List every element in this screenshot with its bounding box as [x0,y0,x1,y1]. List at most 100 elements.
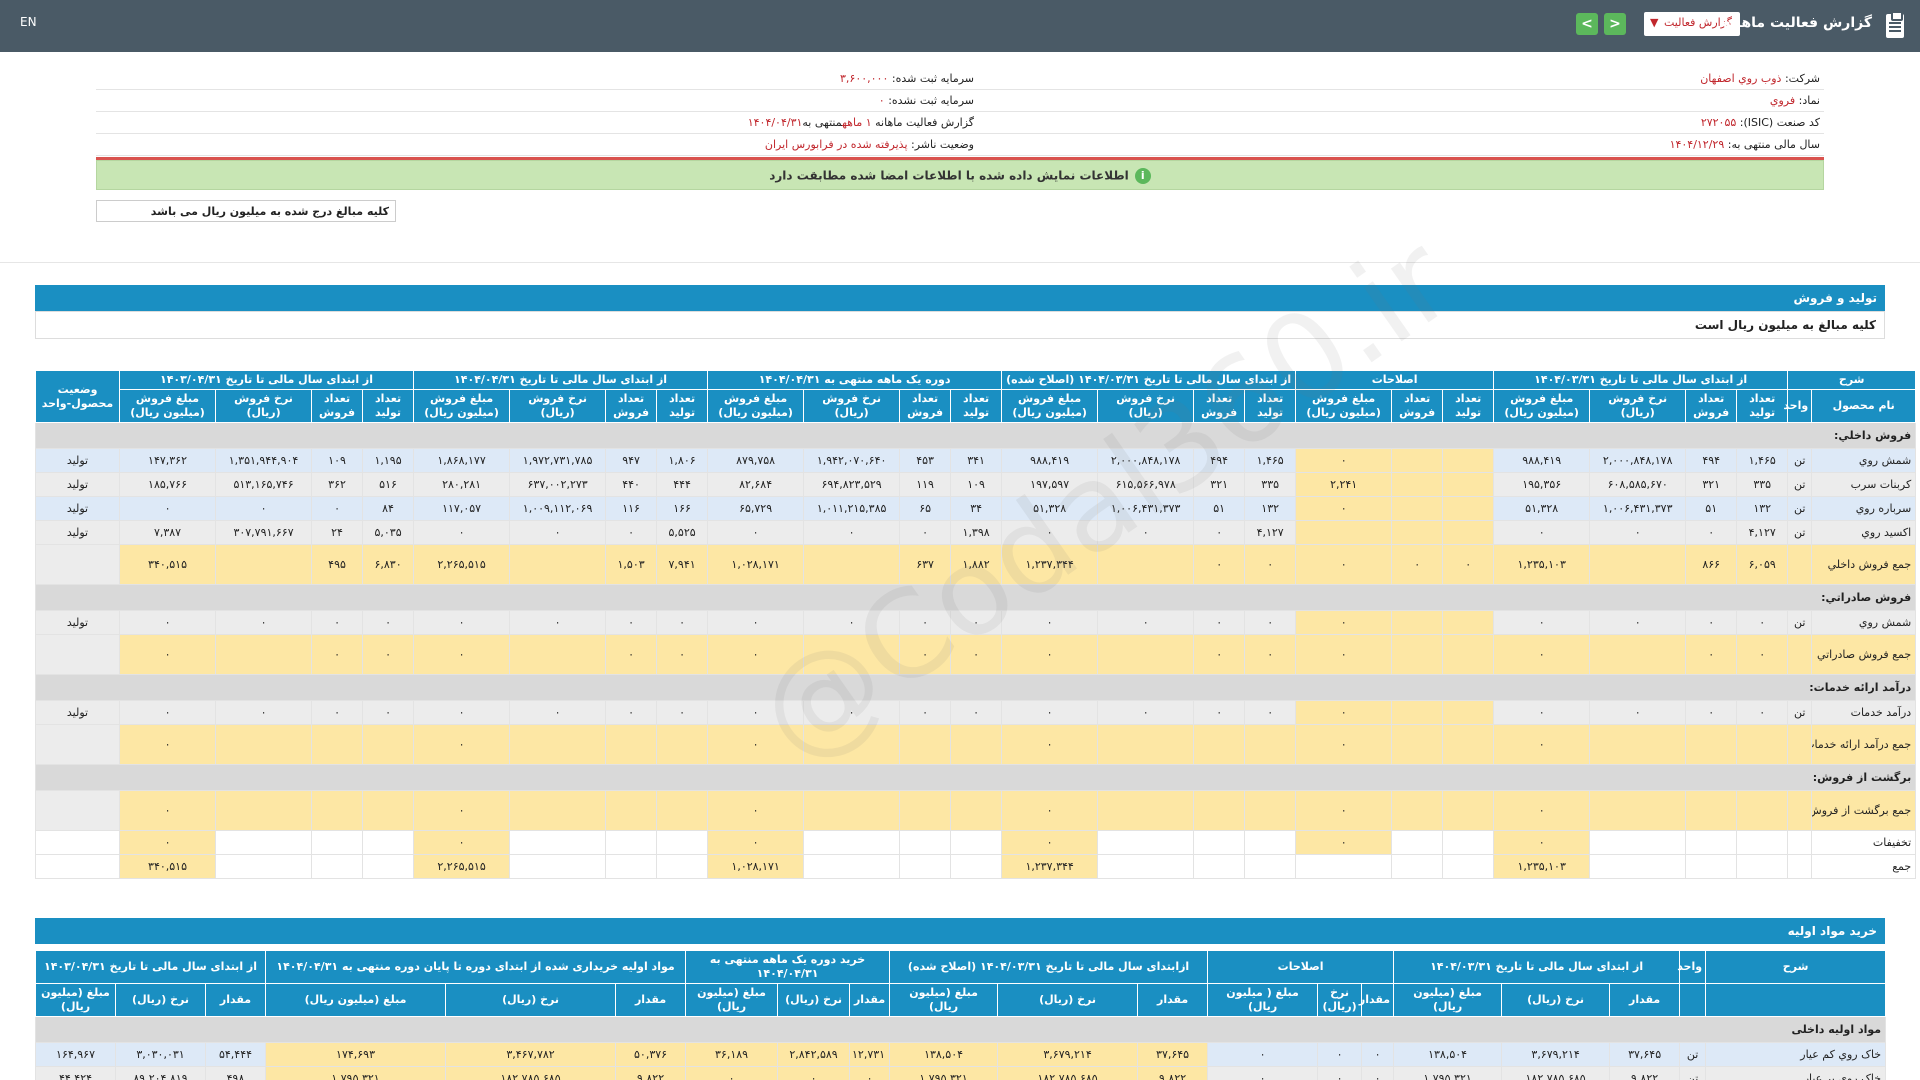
table-cell: ۰ [1193,610,1246,635]
table-cell [605,724,658,765]
table-cell [1589,544,1687,585]
table-cell: ۰ [311,610,364,635]
product-unit [1787,634,1813,675]
table-cell: ۰ [707,520,805,545]
table-cell: ۹۴۷ [605,448,658,473]
mat-sub-qty: مقدار [1137,983,1209,1017]
table-row: درآمد خدمات تن ۰ ۰ ۰ ۰ ۰ ۰ ۰ ۰ ۰ ۰ ۰ ۰ ۰ ۰ ۰ ۰ ۰ ۰ ۰ ۰ ۰ تولید [35,700,1917,725]
table-cell [1391,496,1444,521]
table-cell: ۰ [1493,830,1591,855]
table-cell: ۰ [118,496,217,521]
table-cell: ۳۲۱ [1193,472,1246,497]
table-cell [1193,830,1246,855]
product-name: تخفيفات [1811,830,1917,855]
table-cell [656,724,709,765]
table-cell [656,830,709,855]
table-cell: ۰ [1589,700,1687,725]
table-cell: ۰ [1295,724,1393,765]
col-group-month: دوره یک ماهه منتهی به ۱۴۰۴/۰۴/۳۱ [707,370,1003,390]
col-group-ytd-0403-adj: از ابتدای سال مالی تا تاریخ ۱۴۰۴/۰۳/۳۱ (… [1001,370,1297,390]
table-cell: ۱,۰۲۸,۱۷۱ [707,854,805,879]
table-row: خاک روي کم عيار تن ۳۷,۶۴۵ ۳,۶۷۹,۲۱۴ ۱۳۸,۵۰۴ ۰… [34,1042,1887,1067]
table-cell: ۱,۲۳۷,۳۴۴ [1001,544,1099,585]
table-cell: ۰ [118,790,217,831]
table-cell: ۸۷۹,۷۵۸ [707,448,805,473]
table-cell: ۰ [1295,448,1393,473]
table-cell: ۱,۲۳۵,۱۰۳ [1493,544,1591,585]
table-cell: ۱,۰۲۸,۱۷۱ [707,544,805,585]
table-cell: ۰ [899,634,952,675]
product-status [35,854,120,879]
table-cell: ۵۱۳,۱۶۵,۷۴۶ [215,472,313,497]
table-cell [1391,790,1444,831]
table-cell: ۰ [1097,700,1195,725]
sub-header-amount: مبلغ فروش (میلیون ریال) [413,389,511,423]
table-cell: ۱,۴۶۵ [1736,448,1789,473]
table-cell: ۴۵۳ [899,448,952,473]
table-row: جمع برگشت از فروش ۰ ۰ ۰ ۰ ۰ ۰ [35,790,1917,831]
table-cell [1442,496,1495,521]
table-cell: ۵۱ [1193,496,1246,521]
sub-header-sales: تعداد فروش [899,389,952,423]
publisher-label: وضعیت ناشر: [911,138,974,151]
table-cell: ۹,۸۲۲ [615,1066,687,1080]
table-cell: ۰ [1361,1066,1395,1080]
table-cell [509,790,607,831]
mat-col-unit: واحد [1677,950,1707,984]
table-cell: ۵۰,۳۷۶ [615,1042,687,1067]
table-row: کربنات سرب تن ۳۳۵ ۳۲۱ ۶۰۸,۵۸۵,۶۷۰ ۱۹۵,۳۵۶ ۲,۲۴… [35,472,1917,497]
report-type-select[interactable]: گزارش فعالیت ▼ [1644,12,1740,36]
table-cell: ۳۳۵ [1736,472,1789,497]
table-cell: ۰ [413,790,511,831]
table-cell [1244,854,1297,879]
table-cell [509,724,607,765]
table-cell [311,830,364,855]
product-name: جمع درآمد ارائه خدمات [1811,724,1917,765]
table-cell: ۱,۸۸۲ [950,544,1003,585]
table-cell [1391,700,1444,725]
product-name: سرباره روي [1811,496,1917,521]
table-cell [950,830,1003,855]
info-row-symbol: نماد: فروي سرمایه ثبت نشده: ۰ [96,90,1824,112]
report-date: ۱۴۰۴/۰۴/۳۱ [747,116,803,129]
table-cell [899,854,952,879]
table-cell: ۱۰۹ [950,472,1003,497]
category-label: مواد اولیه داخلی [34,1016,1887,1043]
product-name: درآمد خدمات [1811,700,1917,725]
table-cell [1736,790,1789,831]
info-row-isic: کد صنعت (ISIC): ۲۷۲۰۵۵ گزارش فعالیت ماها… [96,112,1824,134]
table-cell: ۶۹۴,۸۲۳,۵۲۹ [803,472,901,497]
mat-col-desc: شرح [1705,950,1887,984]
table-cell: ۰ [1295,544,1393,585]
table-cell: ۳,۴۶۷,۷۸۲ [445,1042,617,1067]
table-row: مواد اولیه داخلی [34,1016,1887,1043]
table-cell: ۱۳۲ [1736,496,1789,521]
table-cell [215,854,313,879]
table-cell: ۰ [1589,610,1687,635]
col-group-desc: شرح [1787,370,1917,390]
table-cell: ۵,۵۲۵ [656,520,709,545]
table-cell: ۱۸۵,۷۶۶ [118,472,217,497]
report-label: گزارش فعالیت ماهانه [875,116,974,129]
table-cell: ۳۳۵ [1244,472,1297,497]
table-cell: ۰ [413,610,511,635]
company-label: شرکت: [1784,72,1820,85]
product-status: تولید [35,472,120,497]
company-value: ذوب روي اصفهان [1700,72,1782,85]
table-cell: ۳۴۱ [950,448,1003,473]
next-button[interactable]: > [1604,13,1626,35]
language-toggle[interactable]: EN [20,15,37,29]
table-row: فروش داخلي: [34,422,1917,449]
table-cell [1736,830,1789,855]
mat-sub-amount: مبلغ ( میلیون ریال) [1207,983,1319,1017]
sub-header-amount: مبلغ فروش (میلیون ریال) [118,389,217,423]
material-name: خاک روي کم عيار [1705,1042,1887,1067]
prev-button[interactable]: < [1576,13,1598,35]
table-cell [1442,448,1495,473]
table-cell: ۲,۲۶۵,۵۱۵ [413,854,511,879]
sub-header-sales: تعداد فروش [1193,389,1246,423]
report-end-label: منتهی به [802,116,843,129]
table-cell: ۷,۹۴۱ [656,544,709,585]
mat-sub-rate: نرخ (ریال) [997,983,1139,1017]
table-cell: ۰ [1493,520,1591,545]
